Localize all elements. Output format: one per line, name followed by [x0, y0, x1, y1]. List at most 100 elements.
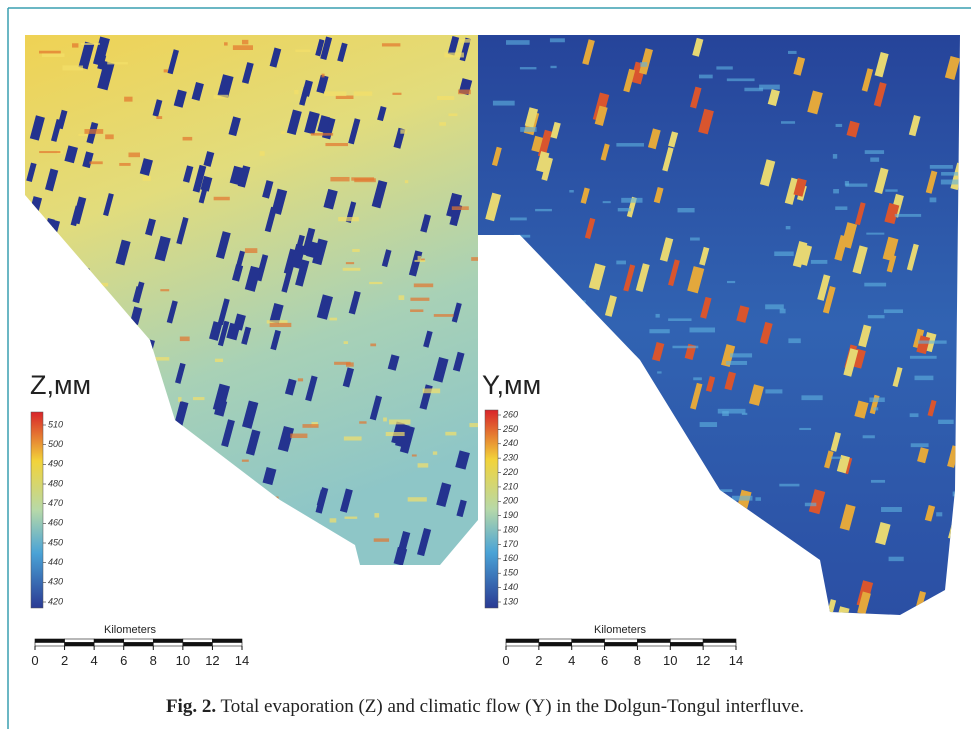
scale-segment — [65, 643, 95, 647]
speckle — [493, 101, 515, 106]
speckle — [147, 534, 159, 537]
scale-segment — [65, 639, 95, 643]
legend-tick-label: 210 — [502, 481, 518, 491]
scale-segment — [670, 639, 703, 643]
legend-tick-label: 510 — [48, 419, 63, 429]
speckle — [755, 497, 761, 501]
speckle — [344, 341, 348, 344]
speckle — [726, 361, 747, 365]
speckle — [175, 518, 186, 523]
speckle — [678, 208, 695, 212]
speckle — [788, 51, 797, 54]
speckle — [39, 51, 61, 54]
scale-segment — [183, 643, 213, 647]
speckle — [672, 493, 696, 495]
field-patch — [530, 456, 545, 480]
speckle — [143, 176, 151, 181]
speckle — [672, 346, 698, 349]
field-patch — [569, 313, 582, 336]
color-bar — [485, 410, 498, 608]
speckle — [868, 315, 885, 318]
speckle — [389, 420, 410, 425]
speckle — [699, 75, 713, 79]
legend-tick-label: 500 — [48, 439, 63, 449]
speckle — [616, 143, 644, 147]
field-patch — [258, 525, 268, 545]
speckle — [577, 550, 585, 555]
scale-segment — [637, 643, 670, 647]
scale-tick-label: 14 — [235, 653, 249, 668]
caption-label: Fig. 2. — [166, 696, 216, 717]
field-patch — [715, 517, 732, 546]
speckle — [354, 91, 372, 95]
speckle — [585, 359, 606, 363]
speckle — [656, 314, 660, 318]
field-patch — [78, 411, 93, 440]
speckle — [325, 143, 348, 146]
scale-tick-label: 4 — [568, 653, 575, 668]
caption-text: Total evaporation (Z) and climatic flow … — [221, 696, 805, 717]
speckle — [661, 566, 672, 571]
speckle — [871, 480, 885, 483]
speckle — [707, 489, 732, 492]
field-patch — [264, 550, 279, 577]
speckle — [788, 338, 800, 343]
scale-segment — [124, 643, 154, 647]
field-patch — [546, 471, 558, 494]
legend-tick-label: 170 — [503, 539, 518, 549]
scale-segment — [506, 639, 539, 643]
speckle — [700, 422, 717, 427]
speckle — [141, 357, 147, 359]
scale-segment — [153, 643, 183, 647]
speckle — [84, 129, 103, 134]
field-patch — [224, 484, 235, 501]
field-patch — [765, 570, 779, 594]
speckle — [547, 453, 565, 457]
speckle — [321, 74, 324, 78]
speckle — [799, 428, 811, 430]
speckle — [881, 507, 902, 512]
speckle — [156, 529, 174, 531]
scale-segment — [637, 639, 670, 643]
scale-segment — [183, 639, 213, 643]
speckle — [690, 328, 716, 333]
speckle — [343, 268, 361, 271]
speckle — [811, 260, 827, 264]
field-patch — [542, 545, 557, 574]
speckle — [506, 40, 530, 45]
speckle — [833, 189, 839, 193]
speckle — [156, 116, 162, 119]
speckle — [46, 434, 59, 437]
scale-segment — [605, 643, 638, 647]
field-patch — [225, 489, 239, 511]
speckle — [448, 113, 457, 116]
field-patch — [643, 478, 657, 505]
speckle — [884, 309, 903, 313]
speckle — [215, 359, 223, 362]
speckle — [931, 600, 949, 603]
field-patch — [69, 293, 81, 312]
speckle — [565, 585, 591, 588]
field-patch — [566, 353, 579, 373]
legend-tick-label: 470 — [48, 498, 63, 508]
speckle — [330, 177, 349, 181]
speckle — [271, 497, 279, 500]
speckle — [63, 253, 66, 257]
speckle — [471, 257, 493, 261]
speckle — [193, 397, 204, 400]
speckle — [930, 198, 937, 203]
speckle — [869, 398, 884, 403]
speckle — [233, 45, 253, 50]
scale-tick-label: 10 — [663, 653, 677, 668]
speckle — [392, 93, 401, 95]
field-patch — [590, 413, 604, 431]
figure: Z,мм Y,мм Kilometers Kilometers Fig. 2. … — [0, 0, 971, 729]
field-patch — [32, 328, 47, 353]
speckle — [399, 295, 405, 300]
field-patch — [638, 573, 649, 598]
speckle — [260, 151, 265, 156]
legend-title: Z,мм — [30, 370, 91, 400]
scale-title: Kilometers — [104, 624, 156, 636]
speckle — [863, 435, 875, 438]
scale-tick-label: 0 — [31, 653, 38, 668]
